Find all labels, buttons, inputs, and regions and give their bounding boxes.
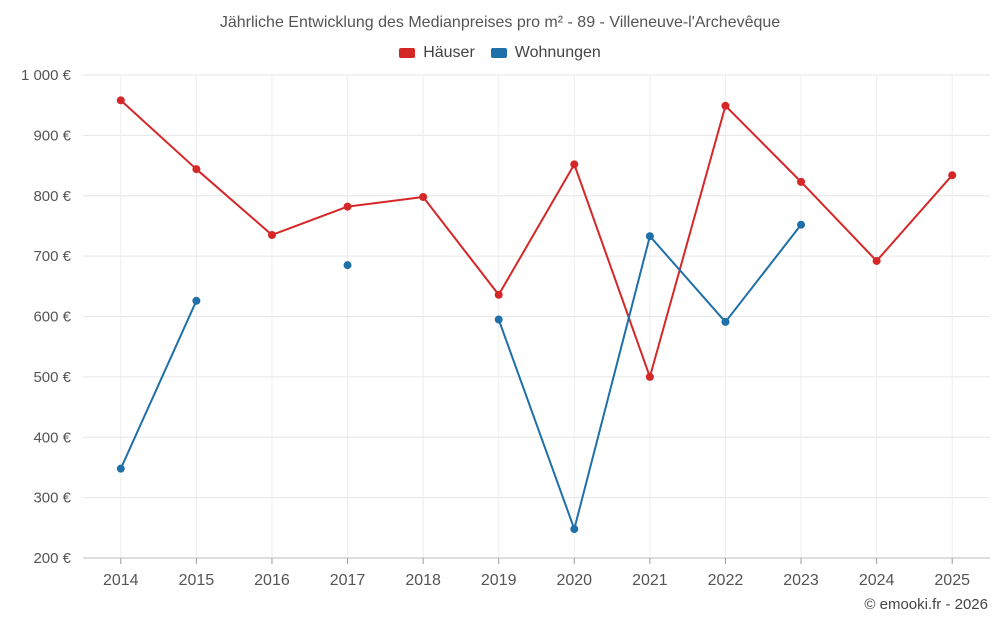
y-tick-label: 600 € — [33, 309, 71, 326]
y-tick-label: 1 000 € — [21, 67, 72, 84]
x-tick-label: 2021 — [632, 572, 668, 589]
y-tick-label: 700 € — [33, 248, 71, 265]
data-point[interactable] — [116, 96, 125, 105]
data-point[interactable] — [494, 290, 503, 299]
chart-legend: Häuser Wohnungen — [0, 44, 1000, 62]
series-line-segment — [573, 235, 651, 531]
y-tick-label: 400 € — [33, 429, 71, 446]
y-tick-label: 500 € — [33, 369, 71, 386]
chart-title: Jährliche Entwicklung des Medianpreises … — [219, 14, 781, 31]
x-tick-label: 2018 — [405, 572, 441, 589]
series-line-segment — [346, 195, 425, 208]
data-point[interactable] — [116, 464, 125, 473]
data-point[interactable] — [267, 230, 276, 239]
credit-text: © emooki.fr - 2026 — [864, 596, 988, 613]
x-tick-label: 2015 — [179, 572, 215, 589]
x-tick-label: 2022 — [708, 572, 744, 589]
x-tick-label: 2017 — [330, 572, 366, 589]
data-point[interactable] — [570, 525, 579, 534]
y-tick-label: 900 € — [33, 127, 71, 144]
x-tick-label: 2014 — [103, 572, 139, 589]
series-line-segment — [724, 104, 803, 183]
y-tick-label: 300 € — [33, 490, 71, 507]
series-group — [116, 96, 957, 534]
series-wohnungen — [116, 220, 806, 534]
data-point[interactable] — [192, 165, 201, 174]
series-line-segment — [800, 180, 878, 262]
legend-item-wohnungen[interactable]: Wohnungen — [490, 44, 601, 62]
legend-swatch-haeuser — [399, 48, 416, 58]
grid-lines — [83, 74, 990, 559]
y-tick-label: 800 € — [33, 188, 71, 205]
data-point[interactable] — [192, 296, 201, 305]
series-häuser — [116, 96, 957, 381]
data-point[interactable] — [797, 177, 806, 186]
data-point[interactable] — [494, 315, 503, 324]
data-point[interactable] — [721, 317, 730, 326]
legend-swatch-wohnungen — [490, 48, 507, 58]
data-point[interactable] — [343, 202, 352, 211]
data-point[interactable] — [948, 171, 957, 180]
data-point[interactable] — [645, 232, 654, 241]
series-line-segment — [724, 223, 803, 323]
series-line-segment — [422, 195, 500, 296]
data-point[interactable] — [797, 220, 806, 229]
series-line-segment — [119, 299, 198, 470]
series-line-segment — [270, 205, 349, 236]
legend-item-haeuser[interactable]: Häuser — [399, 44, 475, 62]
data-point[interactable] — [419, 192, 428, 201]
data-point[interactable] — [570, 160, 579, 169]
y-tick-label: 200 € — [33, 550, 71, 567]
data-point[interactable] — [721, 101, 730, 110]
series-line-segment — [875, 174, 954, 262]
axes: 200 € 300 € 400 € 500 € 600 € 700 € 800 € 900 €… — [21, 67, 990, 589]
series-line-segment — [119, 99, 198, 171]
x-tick-label: 2023 — [783, 572, 819, 589]
series-line-segment — [648, 104, 727, 378]
series-line-segment — [497, 318, 576, 531]
x-tick-label: 2025 — [934, 572, 970, 589]
x-tick-label: 2016 — [254, 572, 290, 589]
x-tick-label: 2020 — [556, 572, 592, 589]
series-line-segment — [497, 163, 576, 296]
x-tick-label: 2019 — [481, 572, 517, 589]
data-point[interactable] — [872, 256, 881, 265]
series-line-segment — [648, 235, 727, 323]
series-line-segment — [195, 168, 273, 236]
data-point[interactable] — [343, 261, 352, 270]
legend-label-wohnungen: Wohnungen — [514, 44, 601, 61]
data-point[interactable] — [645, 372, 654, 381]
x-tick-label: 2024 — [859, 572, 895, 589]
legend-label-haeuser: Häuser — [423, 44, 475, 61]
series-line-segment — [573, 163, 651, 378]
